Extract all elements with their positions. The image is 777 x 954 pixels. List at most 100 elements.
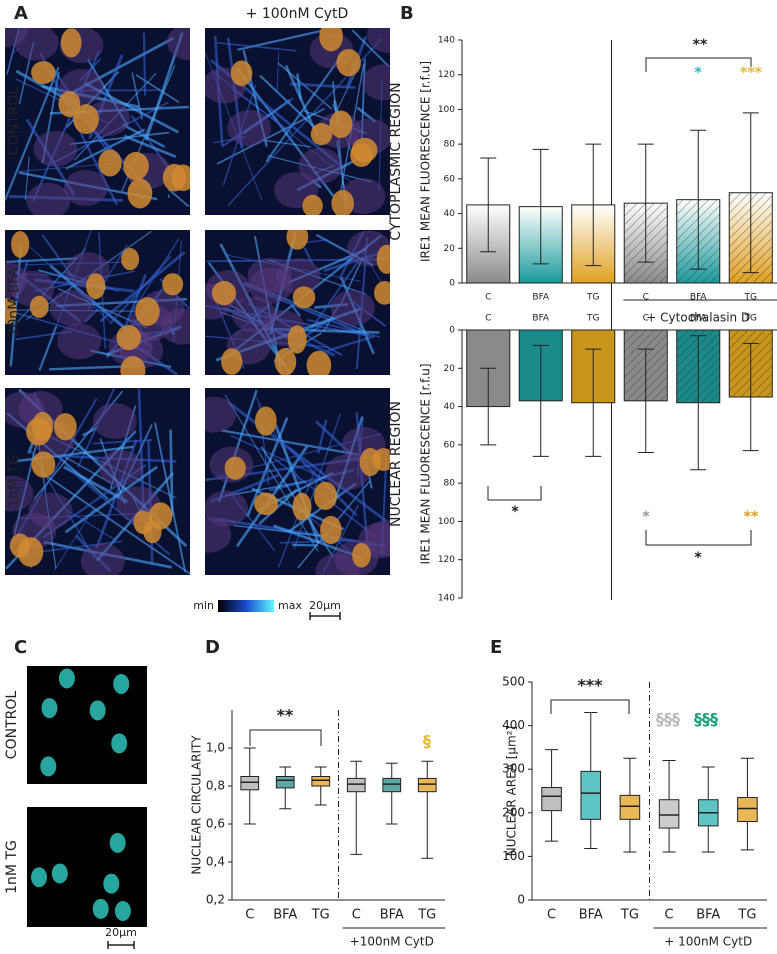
cell bbox=[57, 323, 102, 360]
micrograph-content bbox=[40, 668, 130, 777]
nucleus bbox=[89, 700, 106, 721]
nucleus bbox=[274, 347, 297, 375]
significance-label: * bbox=[511, 504, 519, 520]
fiber bbox=[92, 439, 153, 445]
fiber bbox=[154, 422, 187, 573]
nucleus bbox=[40, 756, 57, 777]
error-bar bbox=[585, 143, 602, 267]
x-tick-label: TG bbox=[744, 314, 757, 324]
micrograph-content bbox=[31, 832, 131, 921]
fiber bbox=[224, 394, 319, 552]
nucleus bbox=[162, 273, 184, 296]
x-tick-label: C bbox=[485, 314, 491, 324]
y-tick-label: 200 bbox=[502, 805, 525, 819]
nucleus bbox=[41, 698, 58, 719]
nucleus bbox=[86, 273, 106, 300]
error-bar bbox=[637, 143, 654, 263]
fiber bbox=[259, 74, 320, 132]
y-tick-label: 500 bbox=[502, 675, 525, 689]
fiber bbox=[317, 419, 328, 454]
cell bbox=[26, 182, 71, 215]
row-label: 1nM TG bbox=[4, 840, 20, 894]
nucleus bbox=[313, 481, 338, 510]
nucleus bbox=[31, 867, 48, 888]
whisker bbox=[740, 757, 754, 851]
fiber bbox=[135, 74, 180, 103]
nucleus bbox=[302, 194, 323, 215]
whisker bbox=[701, 766, 715, 853]
y-axis-label: NUCLEAR CIRCULARITY bbox=[190, 735, 204, 875]
fiber bbox=[284, 64, 319, 137]
x-tick-label: TG bbox=[620, 908, 639, 923]
nucleus bbox=[376, 244, 390, 274]
colorbar-min: min bbox=[193, 599, 214, 612]
x-tick-label: BFA bbox=[579, 908, 603, 923]
nucleus bbox=[11, 231, 30, 258]
nucleus bbox=[320, 515, 342, 545]
cell bbox=[166, 28, 190, 61]
fiber bbox=[123, 134, 177, 159]
micrograph-content bbox=[205, 28, 390, 215]
nucleus bbox=[127, 178, 153, 209]
scale-bar-label: 20µm bbox=[105, 926, 137, 939]
x-tick-label: BFA bbox=[690, 314, 708, 324]
x-tick-label: C bbox=[352, 908, 361, 923]
y-tick-label: 140 bbox=[438, 36, 455, 46]
error-bar bbox=[480, 367, 497, 446]
significance-bracket bbox=[645, 530, 752, 546]
whisker bbox=[314, 766, 327, 806]
x-tick-label: C bbox=[665, 908, 674, 923]
whisker bbox=[385, 762, 398, 825]
nucleus bbox=[352, 542, 371, 568]
nucleus bbox=[51, 863, 68, 884]
y-tick-label: 60 bbox=[444, 174, 456, 184]
y-tick-label: 100 bbox=[502, 849, 525, 863]
nucleus bbox=[336, 48, 361, 77]
box bbox=[311, 776, 331, 787]
row-label: CYTOPLASMIC REGION bbox=[388, 82, 404, 240]
colorbar bbox=[218, 600, 274, 612]
scale-bar-label: 20µm bbox=[309, 599, 341, 612]
nucleus bbox=[98, 149, 122, 177]
nucleus bbox=[5, 298, 17, 325]
y-tick-label: 100 bbox=[438, 517, 455, 527]
panel-label: A bbox=[14, 3, 28, 24]
whisker bbox=[243, 747, 256, 825]
cell bbox=[276, 258, 321, 295]
group-label: + Cytochalasin D bbox=[646, 311, 750, 325]
y-tick-label: 20 bbox=[444, 244, 456, 254]
fiber bbox=[142, 32, 147, 96]
y-tick-label: 20 bbox=[444, 364, 456, 374]
column-title: + 100nM CytD bbox=[246, 6, 349, 22]
cell bbox=[367, 28, 390, 53]
whisker bbox=[623, 757, 637, 853]
panel-label: D bbox=[205, 637, 220, 658]
nucleus bbox=[123, 151, 149, 181]
nucleus bbox=[113, 673, 130, 694]
y-tick-label: 80 bbox=[444, 479, 456, 489]
fiber bbox=[292, 543, 318, 547]
error-bar bbox=[480, 157, 497, 253]
nucleus bbox=[292, 286, 316, 309]
x-tick-label: BFA bbox=[380, 908, 404, 923]
nucleus bbox=[254, 406, 277, 436]
box bbox=[382, 777, 402, 793]
significance-label: ** bbox=[693, 37, 708, 53]
row-label: 1nM TG bbox=[6, 454, 22, 508]
cell bbox=[160, 308, 190, 345]
fiber bbox=[308, 259, 360, 332]
significance-bracket bbox=[550, 699, 630, 714]
error-bar bbox=[532, 148, 549, 265]
row-label: NUCLEAR REGION bbox=[388, 401, 404, 527]
nucleus bbox=[374, 281, 390, 305]
cell bbox=[205, 396, 237, 433]
x-tick-label: TG bbox=[417, 908, 436, 923]
fiber bbox=[217, 389, 258, 503]
group-label: +100nM CytD bbox=[350, 935, 434, 949]
x-tick-label: TG bbox=[737, 908, 756, 923]
micrograph-content bbox=[205, 389, 390, 575]
panel-label: B bbox=[400, 3, 414, 24]
nucleus bbox=[60, 28, 82, 58]
nucleus bbox=[120, 356, 146, 375]
fiber bbox=[39, 471, 190, 575]
